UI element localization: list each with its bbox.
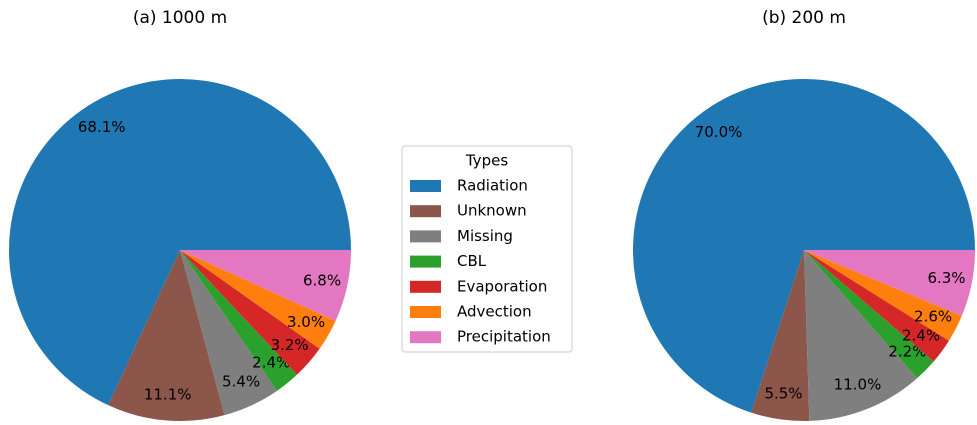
legend-swatch <box>410 306 441 318</box>
slice-label: 6.3% <box>927 269 965 287</box>
legend-label: Evaporation <box>457 277 547 295</box>
slice-label: 11.0% <box>834 376 882 394</box>
slice-label: 5.5% <box>764 384 802 402</box>
legend-label: Precipitation <box>457 328 551 346</box>
legend-swatch <box>410 180 441 192</box>
legend-label: CBL <box>457 252 487 270</box>
slice-label: 2.4% <box>252 354 290 372</box>
legend-title: Types <box>465 152 508 170</box>
pie-slice <box>180 250 320 375</box>
pie-slice <box>180 250 351 321</box>
pie-slice <box>180 250 336 349</box>
slice-label: 5.4% <box>222 372 260 390</box>
pie-slice <box>804 250 918 421</box>
legend-label: Radiation <box>457 177 528 195</box>
chart-title: (b) 200 m <box>762 8 846 28</box>
pie-slice <box>180 250 298 391</box>
slice-label: 3.2% <box>271 336 309 354</box>
pie-slice <box>804 250 934 379</box>
slice-label: 2.6% <box>914 307 952 325</box>
slice-label: 2.2% <box>888 343 926 361</box>
pie-slice <box>804 250 975 316</box>
legend-swatch <box>410 205 441 218</box>
pie-slice <box>804 250 962 341</box>
slice-label: 70.0% <box>695 123 743 141</box>
legend-box <box>401 145 573 353</box>
slice-label: 2.4% <box>902 327 940 345</box>
pie-slice <box>804 250 949 362</box>
chart-title: (a) 1000 m <box>133 8 227 28</box>
slice-label: 68.1% <box>78 118 126 136</box>
legend-label: Unknown <box>457 202 527 220</box>
legend-swatch <box>410 331 441 344</box>
legend-label: Missing <box>457 227 513 245</box>
slice-label: 3.0% <box>287 313 325 331</box>
legend-swatch <box>410 280 441 293</box>
legend-swatch <box>410 255 441 268</box>
legend-label: Advection <box>457 303 532 321</box>
legend-swatch <box>410 230 441 243</box>
slice-label: 11.1% <box>144 385 192 403</box>
pie-slice <box>180 250 278 416</box>
pie-slice <box>751 250 810 421</box>
pie-slice <box>9 78 352 406</box>
pie-slice <box>108 250 225 421</box>
pie-slice <box>633 79 976 413</box>
slice-label: 6.8% <box>303 271 341 289</box>
